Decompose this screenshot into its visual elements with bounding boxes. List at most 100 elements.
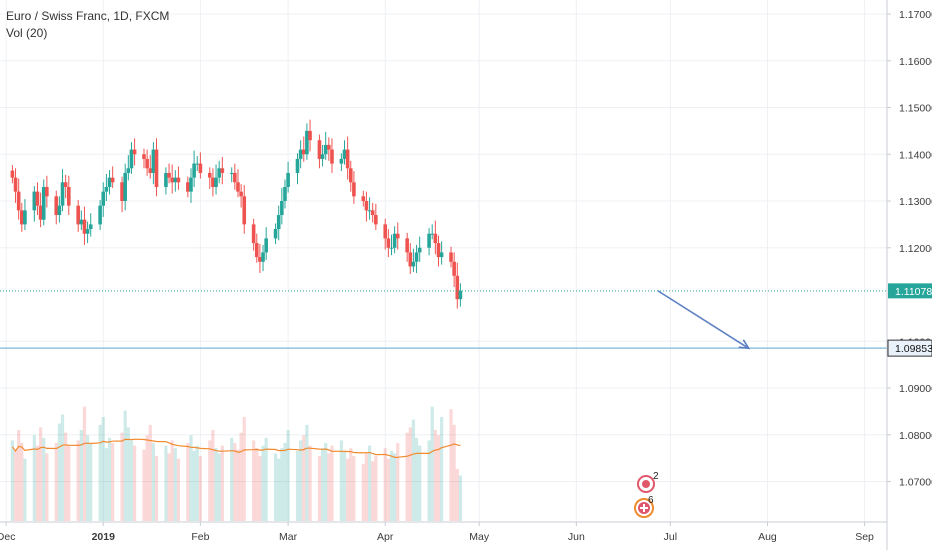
candle-body bbox=[101, 191, 106, 206]
candle-body bbox=[148, 168, 153, 173]
candle-body bbox=[389, 247, 394, 249]
volume-bar bbox=[364, 453, 369, 521]
volume-bar bbox=[242, 417, 246, 521]
volume-bar bbox=[283, 443, 287, 521]
candle-body bbox=[176, 177, 181, 183]
candle-body bbox=[317, 140, 322, 159]
volume-bar bbox=[57, 423, 61, 521]
volume-bar bbox=[277, 458, 281, 521]
volume-bar bbox=[433, 430, 437, 521]
candle-body bbox=[427, 233, 431, 248]
candle-body bbox=[239, 191, 243, 197]
volume-bar bbox=[211, 430, 215, 521]
volume-bar bbox=[239, 432, 243, 521]
candle-body bbox=[79, 219, 84, 225]
time-tick-label: 2019 bbox=[92, 531, 116, 543]
price-tick-label: 1.14000 bbox=[899, 149, 932, 161]
candle-body bbox=[120, 182, 124, 201]
candle-body bbox=[233, 172, 237, 183]
candle-body bbox=[251, 224, 256, 244]
volume-bar bbox=[20, 443, 24, 521]
candle-body bbox=[35, 191, 40, 206]
current-price-badge bbox=[888, 283, 932, 299]
candle-body bbox=[286, 172, 290, 187]
volume-bar bbox=[208, 440, 212, 521]
volume-bar bbox=[258, 456, 262, 521]
volume-bar bbox=[154, 456, 159, 521]
candle-body bbox=[142, 154, 146, 159]
candle-body bbox=[342, 149, 347, 159]
candle-body bbox=[85, 229, 90, 234]
volume-bar bbox=[264, 437, 268, 521]
candle-body bbox=[395, 233, 400, 239]
volume-ma-line bbox=[11, 438, 461, 459]
symbol-title[interactable]: Euro / Swiss Franc, 1D, FXCM bbox=[6, 9, 170, 23]
candle-body bbox=[408, 252, 413, 267]
candle-body bbox=[195, 163, 200, 165]
event-markers[interactable]: 2 6 bbox=[634, 471, 659, 518]
volume-bar bbox=[132, 445, 137, 521]
candle-body bbox=[411, 261, 416, 267]
volume-bar bbox=[371, 461, 375, 521]
candle-body bbox=[13, 177, 18, 192]
currency-event-icon[interactable]: 2 bbox=[637, 471, 659, 493]
candle-body bbox=[104, 186, 109, 192]
price-tick-label: 1.09000 bbox=[899, 383, 932, 395]
arrow-shaft bbox=[657, 290, 750, 349]
volume-bar bbox=[104, 448, 108, 521]
volume-bar bbox=[418, 445, 422, 521]
time-tick-label: Dec bbox=[0, 531, 15, 543]
volume-bar bbox=[76, 440, 80, 521]
volume-bar bbox=[361, 463, 365, 521]
candle-body bbox=[66, 186, 71, 206]
volume-indicator-title[interactable]: Vol (20) bbox=[6, 26, 48, 40]
candle-body bbox=[129, 149, 134, 169]
candle-body bbox=[63, 182, 68, 187]
candle-body bbox=[16, 191, 21, 211]
candle-body bbox=[436, 243, 441, 258]
volume-bar bbox=[320, 448, 325, 521]
volume-bar bbox=[98, 424, 102, 521]
candle-body bbox=[110, 177, 115, 183]
candle-body bbox=[301, 149, 306, 155]
volume-bar bbox=[32, 435, 36, 521]
time-axis[interactable]: Dec 2019 Feb Mar Apr May Jun Jul Aug Sep bbox=[0, 522, 874, 543]
candle-body bbox=[207, 172, 212, 178]
price-label-target: 1.09853 bbox=[887, 339, 932, 357]
price-tick-label: 1.12000 bbox=[899, 243, 932, 255]
volume-bar bbox=[45, 453, 49, 521]
volume-bar bbox=[220, 445, 224, 521]
volume-bar bbox=[176, 458, 181, 521]
volume-bar bbox=[214, 448, 218, 521]
volume-bar bbox=[383, 448, 387, 521]
price-candles[interactable] bbox=[10, 119, 463, 309]
candle-body bbox=[276, 215, 281, 230]
candle-body bbox=[298, 149, 303, 159]
candle-body bbox=[383, 224, 388, 239]
candle-body bbox=[370, 210, 375, 216]
candle-body bbox=[280, 201, 284, 216]
candle-body bbox=[320, 154, 325, 159]
volume-bar bbox=[186, 443, 190, 521]
candle-body bbox=[433, 233, 438, 244]
candle-body bbox=[167, 172, 171, 178]
candle-body bbox=[192, 163, 196, 178]
candle-body bbox=[386, 238, 391, 248]
candle-body bbox=[45, 186, 49, 197]
volume-bar bbox=[405, 432, 409, 521]
candle-body bbox=[145, 158, 149, 169]
volume-bar bbox=[458, 475, 463, 521]
candle-body bbox=[88, 224, 93, 230]
volume-bar bbox=[286, 430, 290, 521]
candle-body bbox=[330, 149, 334, 164]
price-tick-label: 1.16000 bbox=[899, 56, 932, 68]
candle-body bbox=[452, 261, 456, 276]
projection-arrow[interactable] bbox=[657, 290, 751, 350]
volume-bar bbox=[217, 453, 221, 521]
swiss-flag-event-icon[interactable]: 6 bbox=[634, 495, 654, 518]
candle-body bbox=[54, 196, 59, 216]
candle-body bbox=[449, 252, 453, 262]
candle-body bbox=[164, 172, 168, 187]
volume-bar bbox=[192, 450, 196, 521]
